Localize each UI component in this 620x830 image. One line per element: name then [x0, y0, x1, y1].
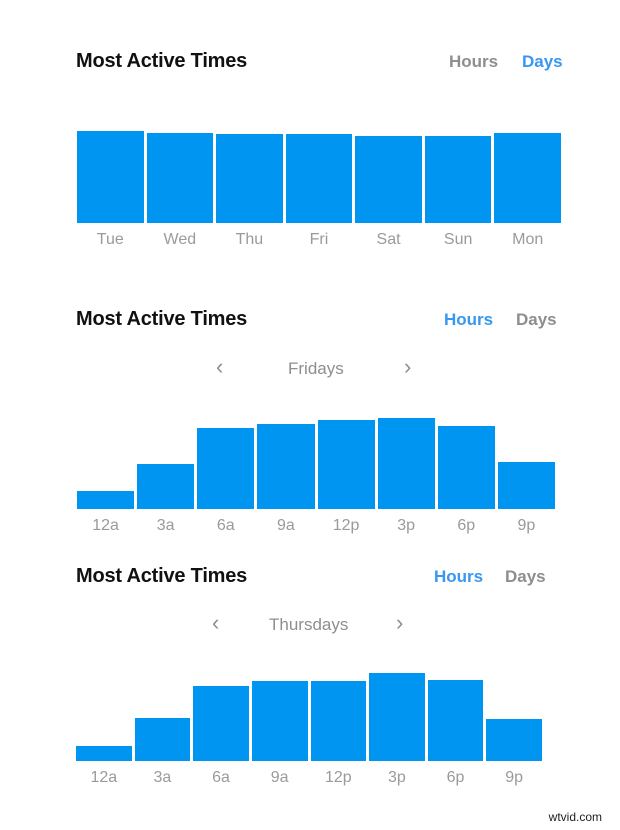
- bar-12a: [76, 746, 132, 761]
- bar-3a: [137, 464, 195, 509]
- bar-6a: [197, 428, 255, 509]
- chevron-left-icon[interactable]: ‹: [216, 354, 224, 379]
- x-axis-label: Wed: [163, 231, 197, 248]
- x-axis-label: 6p: [446, 769, 465, 786]
- day-selector-label: Fridays: [288, 359, 344, 378]
- x-axis-label: 3p: [388, 769, 406, 786]
- bar-6p: [437, 426, 495, 509]
- bar-fri: [285, 134, 353, 223]
- x-axis-label: 3a: [153, 769, 172, 786]
- panel-hours-fridays: Most Active Times Hours Days ‹ Fridays ›…: [76, 308, 557, 534]
- bar-9a: [251, 681, 308, 761]
- tab-days[interactable]: Days: [522, 52, 563, 71]
- x-axis-label: 3p: [397, 517, 416, 534]
- x-axis-label: 12p: [332, 517, 360, 534]
- x-axis-label: Sun: [443, 231, 473, 248]
- bar-6p: [427, 680, 484, 761]
- bar-3p: [377, 418, 435, 509]
- panel-days: Most Active Times Hours Days Tue Wed Thu Fr…: [0, 0, 620, 280]
- bar-thu: [216, 134, 283, 223]
- chevron-right-icon[interactable]: ›: [396, 610, 404, 635]
- tab-hours[interactable]: Hours: [449, 52, 499, 71]
- panel-title: Most Active Times: [76, 50, 248, 72]
- x-axis-label: Mon: [512, 231, 544, 248]
- watermark: wtvid.com: [548, 810, 602, 824]
- x-axis-label: 6a: [212, 769, 230, 786]
- x-axis-label: 3a: [156, 517, 175, 534]
- x-axis-label: 9a: [277, 517, 295, 534]
- bar-9a: [257, 424, 315, 509]
- tab-hours[interactable]: Hours: [444, 310, 494, 329]
- bar-12p: [310, 681, 367, 761]
- x-axis-label: Fri: [309, 231, 329, 248]
- x-axis-label: Sat: [376, 231, 401, 248]
- bar-6a: [193, 686, 249, 761]
- tab-days[interactable]: Days: [516, 310, 557, 329]
- bar-12a: [77, 491, 135, 509]
- x-axis-label: 9a: [270, 769, 289, 786]
- x-axis-label: 9p: [517, 517, 536, 534]
- bar-tue: [77, 131, 144, 223]
- bar-9p: [497, 462, 555, 509]
- panel-title: Most Active Times: [76, 565, 248, 587]
- x-axis-label: 6a: [216, 517, 235, 534]
- x-axis-label: 9p: [505, 769, 524, 786]
- x-axis-label: Tue: [96, 231, 124, 248]
- tab-hours[interactable]: Hours: [434, 567, 484, 586]
- bar-9p: [486, 719, 542, 761]
- tab-days[interactable]: Days: [505, 567, 546, 586]
- day-selector-label: Thursdays: [269, 615, 349, 634]
- x-axis-label: Thu: [235, 231, 264, 248]
- bar-sun: [424, 136, 492, 223]
- x-axis-label: 12p: [324, 769, 352, 786]
- bar-wed: [146, 133, 214, 223]
- chevron-left-icon[interactable]: ‹: [212, 610, 220, 635]
- bar-mon: [494, 133, 561, 223]
- x-axis-label: 12a: [92, 517, 119, 534]
- bar-3p: [369, 673, 425, 761]
- bar-sat: [355, 136, 422, 223]
- bar-3a: [134, 718, 191, 761]
- bar-12p: [317, 420, 375, 509]
- chevron-right-icon[interactable]: ›: [404, 354, 412, 379]
- x-axis-label: 6p: [457, 517, 476, 534]
- panel-title: Most Active Times: [76, 308, 248, 330]
- x-axis-label: 12a: [90, 769, 118, 786]
